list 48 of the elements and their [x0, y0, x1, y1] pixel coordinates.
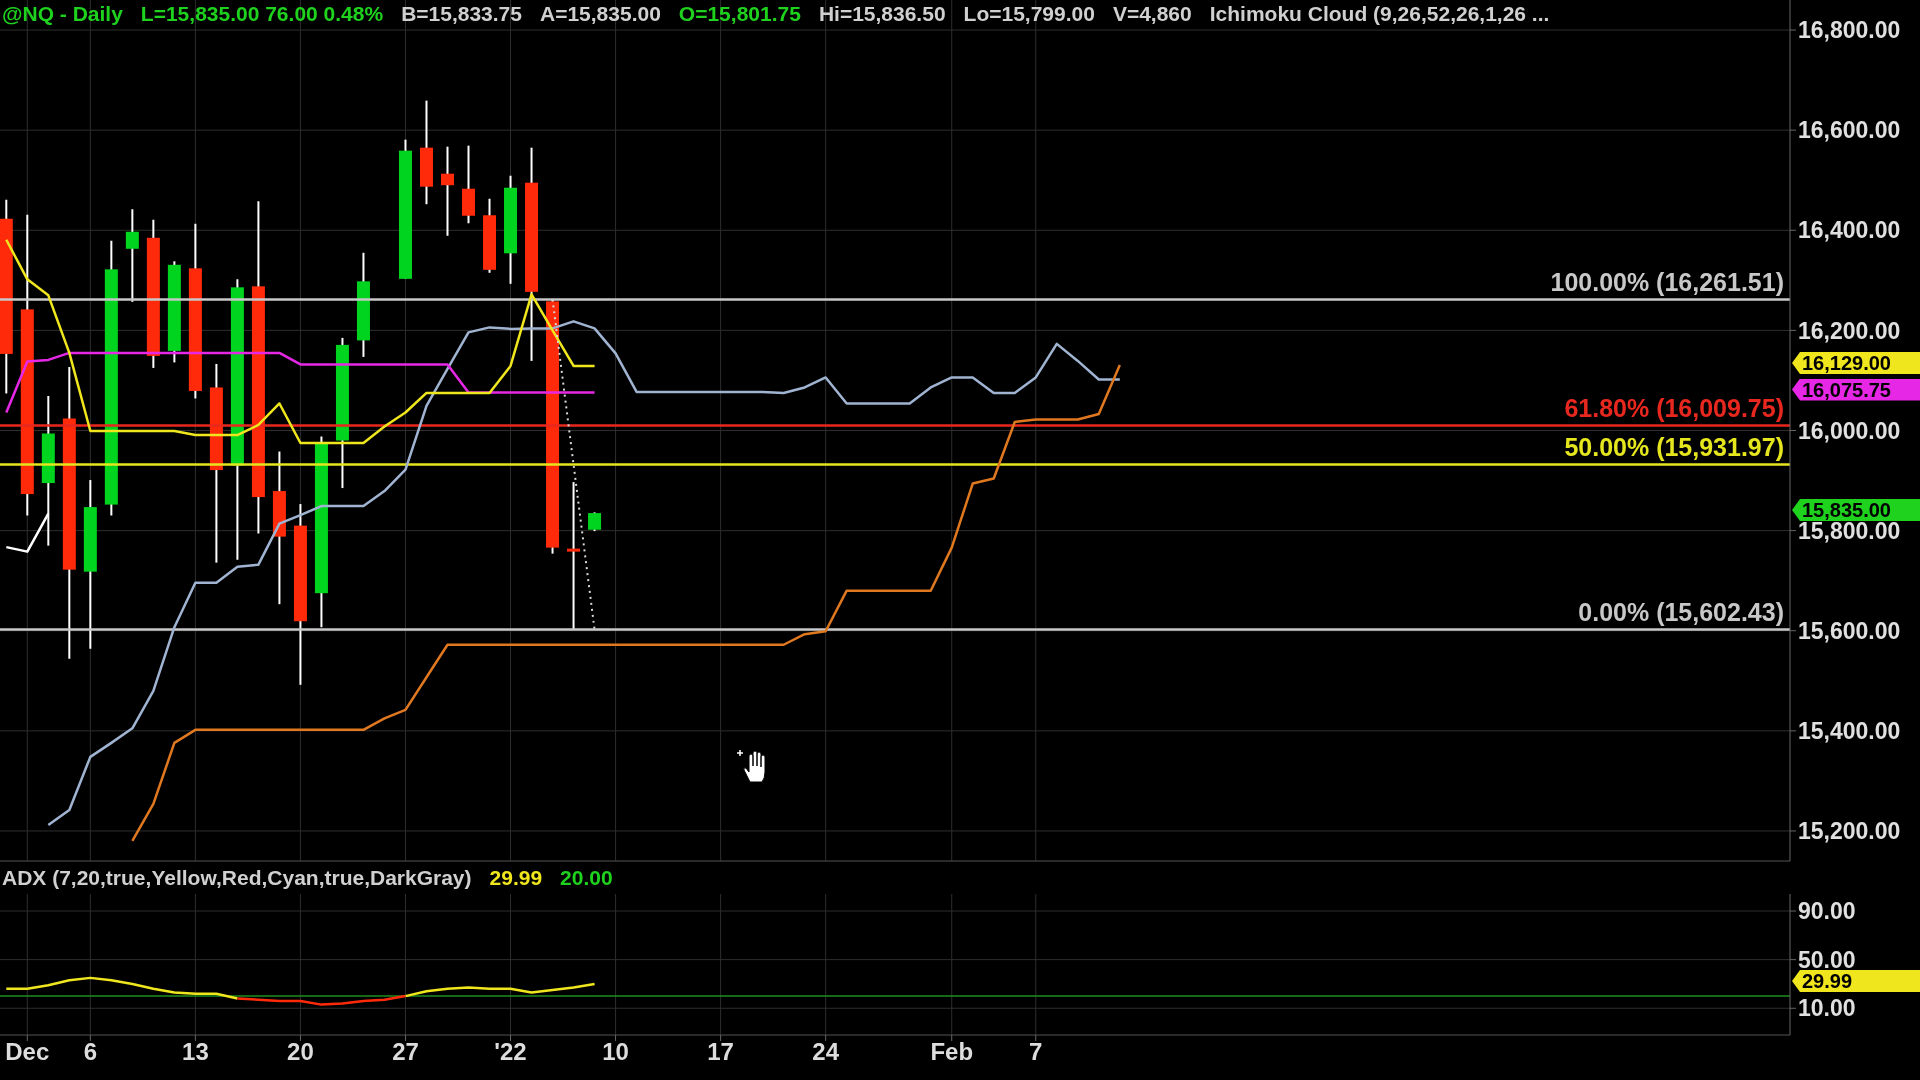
text: 16,129.00 — [1792, 351, 1920, 374]
annotation: O=15,801.75 — [678, 2, 801, 26]
x-tick-label: Dec — [5, 1038, 50, 1066]
candlestick — [125, 208, 139, 303]
candlestick — [441, 145, 454, 237]
x-tick-label: 20 — [287, 1038, 314, 1066]
line-series — [236, 994, 407, 1006]
x-tick-label: Feb — [930, 1038, 974, 1066]
y-tick-label: 15,600.00 — [1798, 617, 1901, 644]
y-tick-label: 90.00 — [1798, 898, 1856, 925]
x-tick-label: 10 — [602, 1038, 629, 1066]
text: 29.99 — [489, 866, 543, 890]
x-tick-label: 7 — [1029, 1038, 1043, 1066]
annotation: Hi=15,836.50 — [818, 2, 946, 26]
line-series — [47, 320, 1122, 827]
y-tick-label: 10.00 — [1798, 995, 1856, 1022]
x-tick-label: 13 — [182, 1038, 209, 1066]
text: 15,835.00 — [1792, 499, 1920, 522]
text: 29.99 — [1792, 969, 1920, 992]
annotation: Ichimoku Cloud (9,26,52,26,1,26 ... — [1209, 2, 1550, 26]
y-tick-label: 16,000.00 — [1798, 417, 1901, 444]
ref-line-label: 0.00% (15,602.43) — [1578, 597, 1784, 626]
y-tick-label: 15,400.00 — [1798, 718, 1901, 745]
text: 16,075.75 — [1792, 378, 1920, 401]
annotation: Lo=15,799.00 — [963, 2, 1095, 26]
ref-line-label: 61.80% (16,009.75) — [1564, 393, 1784, 422]
annotation: V=4,860 — [1112, 2, 1192, 26]
x-tick-label: 6 — [83, 1038, 98, 1066]
ref-line-label: 50.00% (15,931.97) — [1564, 432, 1784, 461]
ref-line-label: 100.00% (16,261.51) — [1550, 267, 1784, 296]
line-series — [131, 363, 1122, 843]
annotation: B=15,833.75 — [401, 2, 522, 26]
annotation: L=15,835.00 76.00 0.48% — [140, 2, 384, 26]
x-tick-label: 17 — [707, 1038, 734, 1066]
y-tick-label: 16,200.00 — [1798, 317, 1901, 344]
y-tick-label: 15,200.00 — [1798, 818, 1901, 845]
y-tick-label: 16,400.00 — [1798, 217, 1901, 244]
x-tick-label: 27 — [392, 1038, 419, 1066]
chart-title: @NQ - Daily — [2, 2, 123, 26]
y-tick-label: 16,600.00 — [1798, 117, 1901, 144]
y-tick-label: 16,800.00 — [1798, 17, 1901, 44]
annotation: A=15,835.00 — [539, 2, 661, 26]
line-series — [5, 238, 596, 445]
line-series — [5, 351, 596, 414]
x-tick-label: 24 — [812, 1038, 840, 1066]
chart-title: ADX (7,20,true,Yellow,Red,Cyan,true,DarkGray) — [2, 866, 472, 890]
text: 20.00 — [560, 866, 613, 890]
x-tick-label: '22 — [494, 1038, 527, 1066]
